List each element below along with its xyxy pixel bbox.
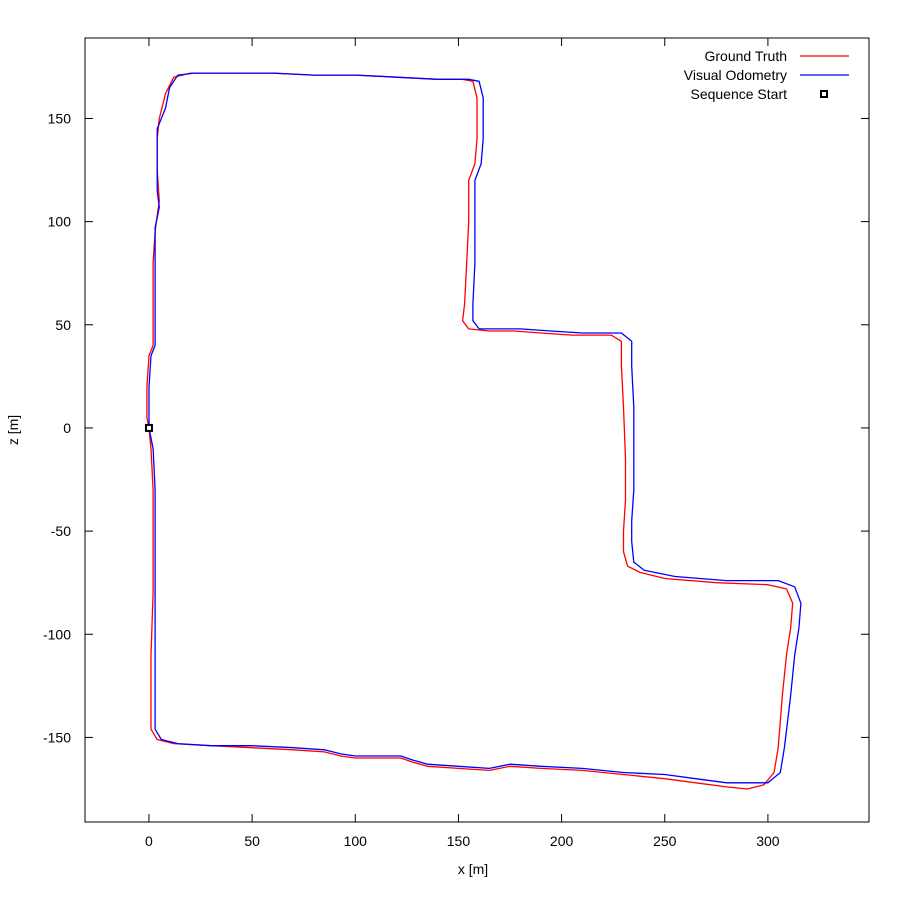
- x-tick-label: 250: [653, 833, 677, 849]
- x-axis-label: x [m]: [458, 861, 488, 877]
- x-tick-label: 0: [145, 833, 153, 849]
- x-tick-label: 150: [447, 833, 471, 849]
- series-lines: [146, 72, 802, 790]
- series-line-visual-odometry: [148, 72, 802, 784]
- legend-swatch-marker: [820, 90, 828, 98]
- y-tick-label: 0: [63, 420, 71, 436]
- y-tick-label: -150: [43, 729, 71, 745]
- legend-label: Sequence Start: [690, 86, 787, 102]
- y-tick-label: 150: [48, 110, 72, 126]
- x-tick-label: 50: [244, 833, 260, 849]
- markers: [144, 423, 153, 432]
- y-tick-label: 50: [55, 317, 71, 333]
- legend: Ground Truth Visual Odometry Sequence Star…: [684, 48, 849, 102]
- plot-frame: [84, 37, 870, 823]
- y-tick-label: -100: [43, 626, 71, 642]
- legend-label: Visual Odometry: [684, 67, 787, 83]
- x-tick-label: 300: [756, 833, 780, 849]
- x-tick-label: 200: [550, 833, 574, 849]
- y-tick-label: 100: [48, 214, 72, 230]
- y-axis-label: z [m]: [5, 415, 21, 445]
- y-tick-label: -50: [51, 523, 71, 539]
- sequence-start-marker: [144, 423, 153, 432]
- axis-ticks: 0 50 100 150 200 250 300 -150 -100 -50 0 50 100 150: [43, 38, 869, 849]
- x-tick-label: 100: [344, 833, 368, 849]
- legend-label: Ground Truth: [705, 48, 788, 64]
